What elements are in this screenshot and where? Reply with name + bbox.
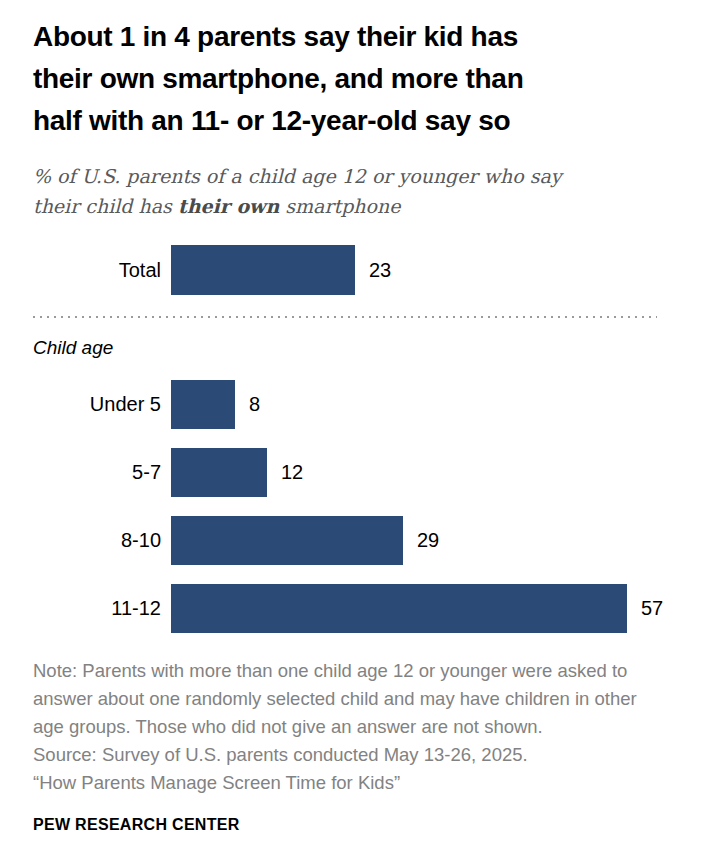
chart-card: About 1 in 4 parents say their kid has t… [0, 0, 720, 864]
bar-row: 11-12 57 [33, 584, 657, 633]
bar-value: 12 [281, 461, 303, 484]
subtitle-line-2-prefix: their child has [33, 195, 178, 217]
bar-total [171, 245, 355, 295]
bar [171, 448, 267, 497]
title-line-2: their own smartphone, and more than [33, 58, 690, 100]
bar-row: 5-7 12 [33, 448, 657, 497]
dotted-divider [33, 316, 657, 318]
bar-row-total: Total 23 [33, 245, 657, 295]
bar-value: 57 [641, 597, 663, 620]
title-line-1: About 1 in 4 parents say their kid has [33, 16, 690, 58]
group-label-child-age: Child age [33, 337, 657, 359]
report-title: “How Parents Manage Screen Time for Kids… [33, 769, 690, 797]
bar-label: 5-7 [33, 461, 171, 484]
bar-label: 11-12 [33, 597, 171, 620]
bar-value: 8 [249, 393, 260, 416]
title-line-3: half with an 11- or 12-year-old say so [33, 100, 690, 142]
subtitle-line-2-suffix: smartphone [279, 195, 400, 217]
bar-label-total: Total [33, 259, 171, 282]
chart-source: Source: Survey of U.S. parents conducted… [33, 741, 690, 769]
brand-pew-research-center: PEW RESEARCH CENTER [33, 816, 690, 834]
chart-note: Note: Parents with more than one child a… [33, 657, 653, 741]
child-age-rows: Under 5 8 5-7 12 8-10 29 11-12 57 [33, 380, 657, 633]
bar [171, 516, 403, 565]
bar-label: 8-10 [33, 529, 171, 552]
bar [171, 380, 235, 429]
bar-chart: Total 23 Child age Under 5 8 5-7 12 8-10… [33, 245, 657, 633]
subtitle-line-2: their child has their own smartphone [33, 191, 690, 221]
subtitle-line-1: % of U.S. parents of a child age 12 or y… [33, 161, 690, 191]
chart-subtitle: % of U.S. parents of a child age 12 or y… [33, 161, 690, 221]
bar [171, 584, 627, 633]
bar-row: 8-10 29 [33, 516, 657, 565]
chart-title: About 1 in 4 parents say their kid has t… [33, 16, 690, 142]
bar-row: Under 5 8 [33, 380, 657, 429]
bar-label: Under 5 [33, 393, 171, 416]
bar-value-total: 23 [369, 259, 391, 282]
subtitle-emphasis: their own [178, 195, 279, 217]
bar-value: 29 [417, 529, 439, 552]
